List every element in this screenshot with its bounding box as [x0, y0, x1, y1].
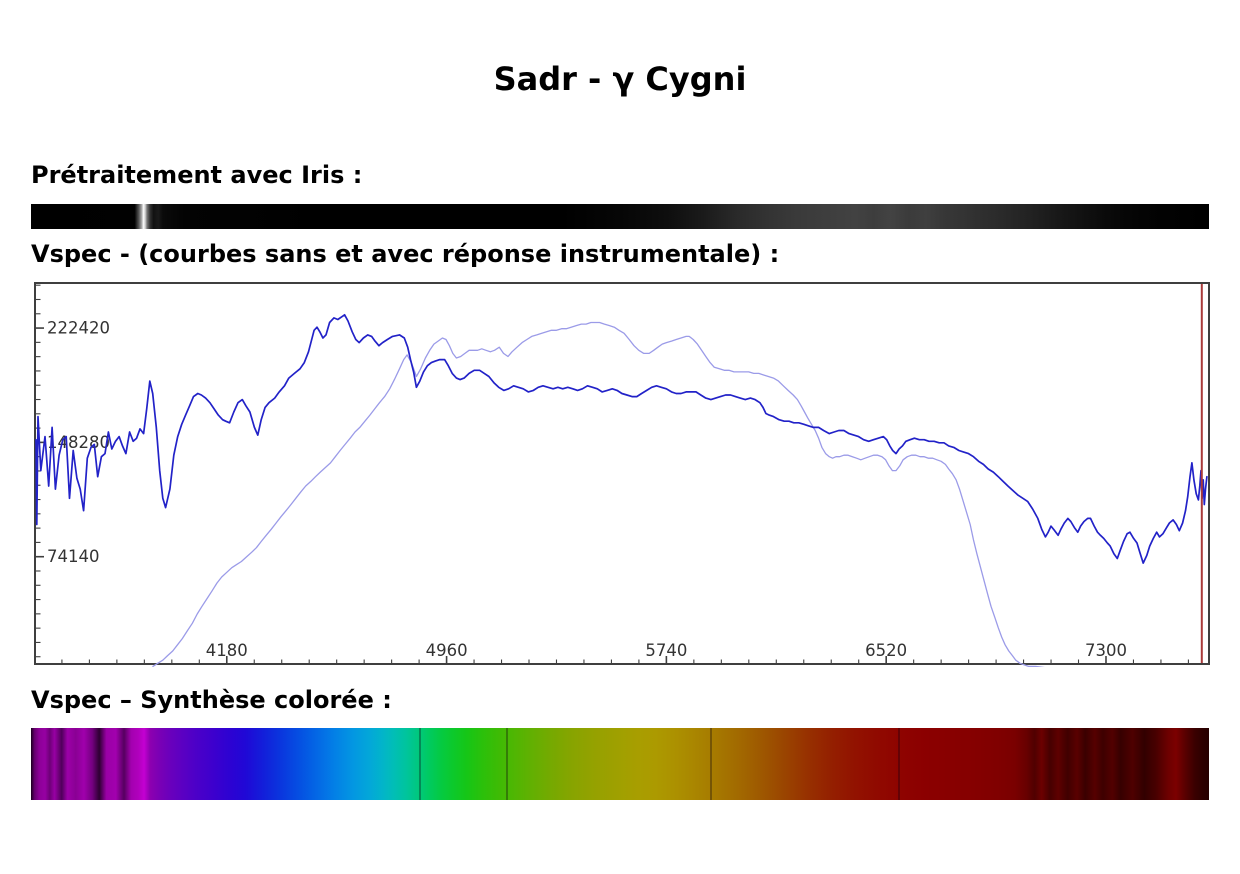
section-heading-vspec-color: Vspec – Synthèse colorée : [31, 686, 392, 714]
absorption-line [418, 728, 421, 800]
x-tick-label: 7300 [1085, 641, 1127, 660]
x-tick-label: 4960 [426, 641, 468, 660]
page-title: Sadr - γ Cygni [493, 60, 747, 98]
chart-frame [34, 282, 1210, 665]
x-tick-label: 4180 [206, 641, 248, 660]
x-tick-label: 6520 [865, 641, 907, 660]
absorption-line [898, 728, 900, 800]
y-tick-label: 222420 [47, 319, 110, 338]
x-tick-label: 5740 [645, 641, 687, 660]
spectrum-chart: 4180 4960 5740 6520 7300 74140 148280 222420 [34, 282, 1210, 667]
color-spectrum-strip [31, 728, 1209, 800]
series-courbe-claire [152, 321, 1045, 667]
section-heading-vspec-curves: Vspec - (courbes sans et avec réponse in… [31, 240, 780, 268]
y-tick-label: 148280 [47, 433, 110, 452]
section-heading-iris: Prétraitement avec Iris : [31, 161, 363, 189]
absorption-line [505, 728, 508, 800]
iris-spectrum-strip [31, 204, 1209, 229]
series-courbe-foncee [35, 313, 1208, 564]
absorption-line [709, 728, 712, 800]
y-tick-label: 74140 [47, 547, 100, 566]
